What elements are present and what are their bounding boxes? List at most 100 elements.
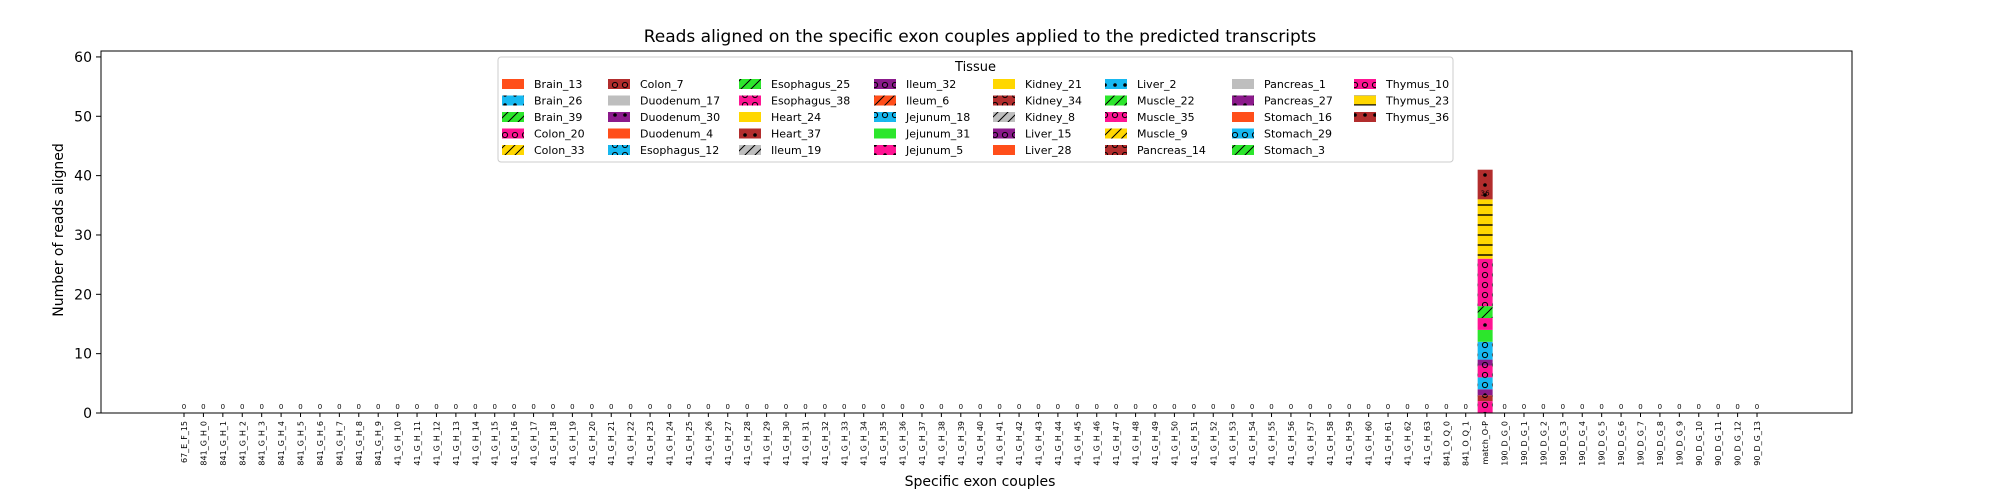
data-label: 0 <box>978 403 982 411</box>
x-tick-label: 41_G_H_17 <box>530 421 539 466</box>
data-label: 0 <box>298 403 302 411</box>
legend-swatch <box>874 95 896 106</box>
legend-label: Muscle_9 <box>1137 128 1188 141</box>
legend-label: Jejunum_5 <box>905 144 963 157</box>
data-label: 0 <box>1172 403 1176 411</box>
x-tick-label: 841_G_H_1 <box>219 421 228 466</box>
legend-label: Stomach_3 <box>1264 144 1325 157</box>
legend-swatch <box>502 79 524 89</box>
legend-label: Duodenum_4 <box>640 128 713 141</box>
x-tick-label: 67_E_F_15 <box>180 421 189 463</box>
legend-label: Brain_26 <box>534 95 582 108</box>
legend-label: Kidney_8 <box>1025 111 1075 124</box>
x-axis-label: Specific exon couples <box>905 474 1056 490</box>
legend-swatch <box>874 128 896 139</box>
bar-segment <box>1477 169 1493 200</box>
x-tick-label: 41_G_H_45 <box>1073 421 1082 466</box>
x-tick-label: 41_G_H_22 <box>627 421 636 466</box>
legend-label: Duodenum_30 <box>640 111 720 124</box>
y-tick-label: 10 <box>74 347 92 363</box>
data-label: 0 <box>1755 403 1759 411</box>
data-label: 0 <box>1405 403 1409 411</box>
legend-swatch <box>608 112 630 122</box>
data-label: 0 <box>221 403 225 411</box>
x-tick-label: 190_D_G_5 <box>1598 421 1607 466</box>
data-label: 0 <box>1716 403 1720 411</box>
data-label: 0 <box>1289 403 1293 411</box>
legend-label: Liver_2 <box>1137 78 1176 91</box>
data-label: 0 <box>1250 403 1254 411</box>
data-label: 0 <box>1619 403 1623 411</box>
legend-label: Thymus_23 <box>1385 95 1449 108</box>
x-tick-label: 41_G_H_26 <box>704 421 713 466</box>
x-tick-label: 41_G_H_33 <box>840 421 849 466</box>
data-label: 0 <box>531 403 535 411</box>
x-tick-label: 41_G_H_60 <box>1365 421 1374 466</box>
x-tick-label: 41_G_H_46 <box>1093 421 1102 466</box>
x-tick-label: 841_G_H_8 <box>355 421 364 466</box>
legend-label: Pancreas_27 <box>1264 95 1333 108</box>
x-tick-label: 41_G_H_13 <box>452 421 461 466</box>
x-tick-label: 90_D_G_13 <box>1753 421 1762 466</box>
data-label: 0 <box>492 403 496 411</box>
bar-segment <box>1477 329 1493 342</box>
data-label: 0 <box>590 403 594 411</box>
bars-group: 0 0 0 0 0 0 0 0 0 0 0 0 0 0 0 0 0 0 0 0 0 0 0 0 0 0 0 0 0 0 0 0 0 0 0 0 0 0 0 0… <box>182 169 1759 413</box>
x-tick-label: 41_G_H_39 <box>957 421 966 466</box>
x-tick-label: 41_G_H_15 <box>491 421 500 466</box>
data-label: 0 <box>512 403 516 411</box>
data-label: 0 <box>395 403 399 411</box>
legend-swatch <box>1354 95 1376 106</box>
legend-swatch <box>608 79 630 89</box>
data-label: 0 <box>240 403 244 411</box>
legend-swatch <box>1232 112 1254 122</box>
data-label: 0 <box>726 403 730 411</box>
x-tick-label: match_O-P <box>1481 421 1490 465</box>
x-tick-label: 41_G_H_11 <box>413 421 422 466</box>
legend-swatch <box>502 145 524 155</box>
x-tick-label: 841_G_H_9 <box>374 421 383 466</box>
data-label: 0 <box>259 403 263 411</box>
bar-segment <box>1477 341 1493 360</box>
data-label: 0 <box>318 403 322 411</box>
y-tick-label: 60 <box>74 50 92 66</box>
bar-segment <box>1477 377 1493 390</box>
x-tick-label: 41_G_H_59 <box>1345 421 1354 466</box>
x-tick-label: 41_G_H_25 <box>685 421 694 466</box>
data-label: 0 <box>1658 403 1662 411</box>
x-tick-label: 41_G_H_37 <box>918 421 927 466</box>
bar-segment <box>1477 306 1493 319</box>
data-label: 0 <box>1677 403 1681 411</box>
data-label: 0 <box>1638 403 1642 411</box>
x-tick-label: 41_G_H_56 <box>1287 421 1296 466</box>
x-tick-label: 41_G_H_28 <box>743 421 752 466</box>
x-tick-label: 41_G_H_36 <box>899 421 908 466</box>
legend-swatch <box>1354 79 1376 89</box>
legend-swatch <box>739 128 761 139</box>
legend-label: Kidney_34 <box>1025 95 1082 108</box>
x-tick-label: 41_G_H_58 <box>1326 421 1335 466</box>
x-tick-label: 41_G_H_10 <box>394 421 403 466</box>
y-tick-label: 40 <box>74 169 92 185</box>
x-tick-label: 90_D_G_12 <box>1734 421 1743 466</box>
data-label: 0 <box>1095 403 1099 411</box>
x-tick-label: 190_D_G_7 <box>1637 421 1646 466</box>
bar-segment <box>1477 258 1493 307</box>
data-label: 0 <box>1133 403 1137 411</box>
data-label: 0 <box>900 403 904 411</box>
data-label: 0 <box>1580 403 1584 411</box>
legend-swatch <box>1105 112 1127 122</box>
legend-label: Stomach_29 <box>1264 128 1332 141</box>
legend-label: Esophagus_25 <box>771 78 850 91</box>
data-label: 0 <box>803 403 807 411</box>
data-label: 0 <box>201 403 205 411</box>
bar-segment <box>1477 365 1493 378</box>
data-label: 0 <box>842 403 846 411</box>
data-label: 0 <box>1308 403 1312 411</box>
legend-swatch <box>502 112 524 122</box>
data-label: 0 <box>764 403 768 411</box>
data-label: 0 <box>687 403 691 411</box>
legend-swatch <box>502 128 524 139</box>
x-tick-label: 41_G_H_42 <box>1015 421 1024 466</box>
x-tick-label: 90_D_G_10 <box>1695 421 1704 466</box>
